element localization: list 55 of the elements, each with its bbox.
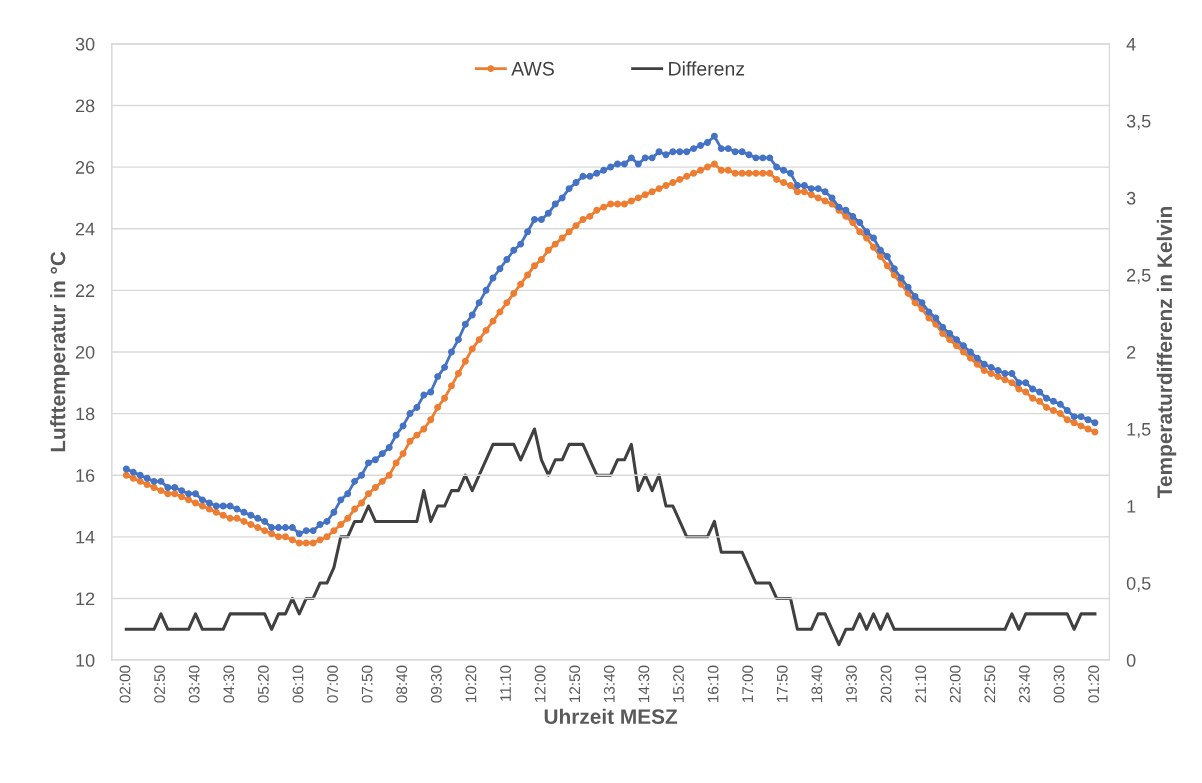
y-tick-label: 10	[76, 654, 95, 667]
x-tick-label: 05:20	[257, 665, 269, 703]
y-tick-label: 18	[76, 407, 95, 421]
y2-tick-label: 1	[1127, 500, 1136, 513]
y2-tick-label: 2,5	[1127, 268, 1151, 284]
x-tick-label: 04:30	[223, 665, 235, 703]
y2-tick-label: 0,5	[1126, 576, 1151, 592]
y-axis-title: Lufttemperatur in °C	[50, 251, 70, 452]
y-tick-label: 12	[76, 592, 95, 605]
x-tick-label: 09:30	[430, 665, 442, 703]
x-tick-label: 02:00	[119, 665, 131, 703]
x-tick-label: 20:20	[880, 665, 892, 703]
x-tick-label: 21:10	[915, 665, 927, 703]
x-tick-label: 16:10	[707, 665, 719, 702]
y2-tick-label: 2	[1127, 345, 1136, 359]
x-tick-label: 07:50	[361, 665, 373, 703]
y-tick-label: 16	[76, 469, 95, 482]
x-axis-title: Uhrzeit MESZ	[544, 708, 678, 725]
x-tick-label: 00:30	[1053, 665, 1065, 703]
x-tick-label: 07:00	[327, 665, 338, 703]
x-tick-label: 08:40	[396, 665, 408, 703]
x-tick-label: 11:10	[500, 665, 511, 701]
x-tick-label: 12:00	[534, 665, 546, 702]
x-tick-label: 18:40	[811, 665, 823, 702]
x-tick-label: 01:20	[1088, 665, 1100, 703]
y2-axis-title: Temperaturdifferenz in Kelvin	[1156, 206, 1177, 498]
x-tick-label: 06:10	[292, 665, 304, 703]
x-tick-label: 15:20	[673, 665, 684, 702]
x-tick-label: 23:40	[1019, 665, 1030, 703]
y2-tick-label: 1,5	[1127, 423, 1151, 438]
y2-tick-label: 0	[1126, 654, 1136, 667]
x-tick-label: 03:40	[188, 665, 200, 703]
x-tick-label: 02:50	[154, 665, 166, 703]
y-tick-label: 24	[75, 222, 95, 236]
y-tick-label: 22	[75, 284, 95, 297]
y2-tick-label: 3,5	[1126, 114, 1151, 130]
y-tick-label: 30	[75, 37, 95, 51]
y-tick-label: 20	[75, 345, 95, 359]
legend-label: Differenz	[669, 61, 745, 76]
y2-tick-label: 4	[1126, 37, 1136, 51]
y-tick-label: 26	[75, 161, 95, 174]
y-tick-label: 14	[76, 530, 95, 544]
x-tick-label: 19:30	[846, 665, 857, 702]
y-tick-label: 28	[75, 99, 95, 113]
line-series	[124, 427, 1097, 647]
x-tick-label: 12:50	[569, 665, 581, 702]
x-tick-label: 22:50	[984, 665, 996, 703]
legend-label: AWS	[511, 61, 554, 76]
x-tick-label: 13:40	[603, 665, 615, 702]
x-tick-label: 17:50	[776, 665, 788, 702]
x-tick-label: 17:00	[742, 665, 754, 702]
x-tick-label: 14:30	[638, 665, 650, 702]
x-tick-label: 10:20	[465, 665, 477, 702]
x-tick-label: 22:00	[949, 665, 961, 703]
y2-tick-label: 3	[1126, 191, 1136, 205]
